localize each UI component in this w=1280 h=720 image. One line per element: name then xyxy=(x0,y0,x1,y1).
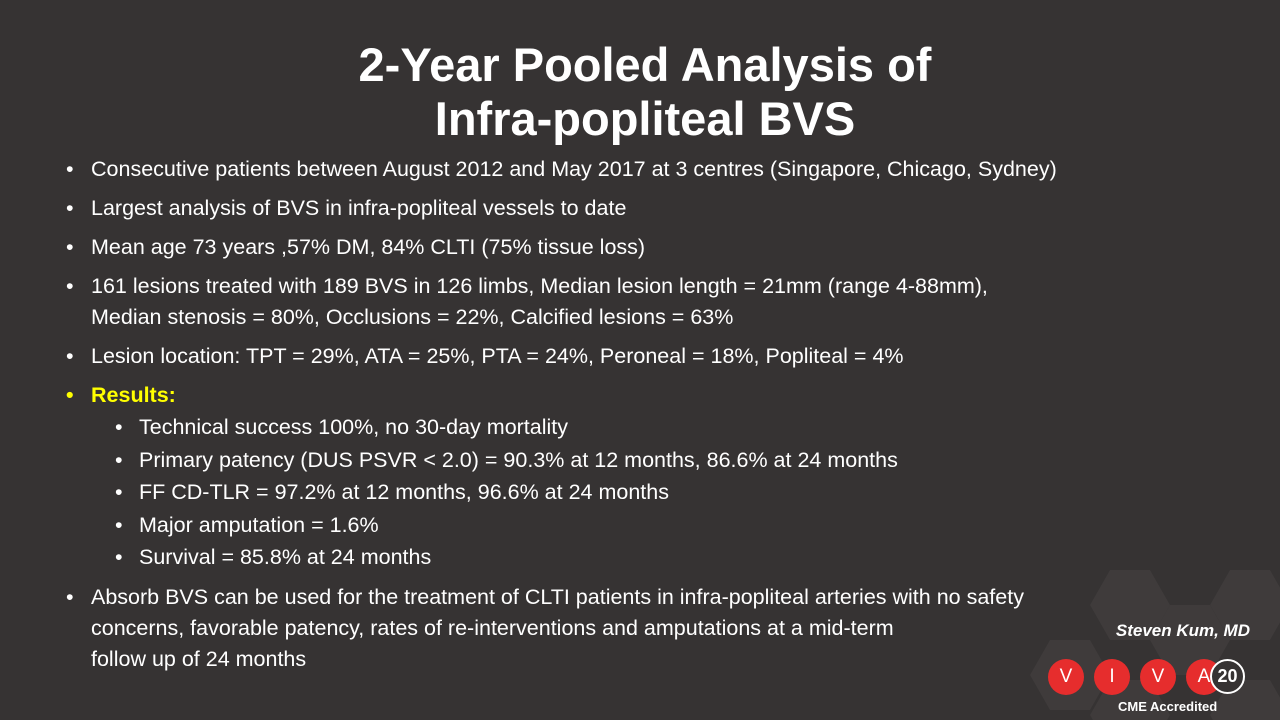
result-text: Survival = 85.8% at 24 months xyxy=(139,545,432,569)
bullet-dot: • xyxy=(115,447,123,472)
bullet-dot: • xyxy=(115,415,123,439)
bullet-dot: • xyxy=(115,545,123,569)
bullet-dot: • xyxy=(66,383,74,407)
results-label: Results: xyxy=(91,383,176,407)
conclusion-bullet: • Absorb BVS can be used for the treatme… xyxy=(64,582,1174,675)
bullet-text: Lesion location: TPT = 29%, ATA = 25%, P… xyxy=(91,344,904,368)
bullet-text: Median stenosis = 80%, Occlusions = 22%,… xyxy=(91,305,734,329)
result-text: Technical success 100%, no 30-day mortal… xyxy=(139,415,569,439)
result-item: • Major amputation = 1.6% xyxy=(64,509,1174,542)
bullet-list: • Consecutive patients between August 20… xyxy=(64,154,1174,683)
logo-letter: V xyxy=(1048,659,1084,695)
conclusion-text: Absorb BVS can be used for the treatment… xyxy=(91,584,1024,609)
logo-letter: V xyxy=(1140,659,1176,695)
bullet-dot: • xyxy=(66,196,74,220)
result-item: • Technical success 100%, no 30-day mort… xyxy=(64,411,1174,444)
result-item: • FF CD-TLR = 97.2% at 12 months, 96.6% … xyxy=(64,476,1174,509)
bullet-text: Largest analysis of BVS in infra-poplite… xyxy=(91,196,627,220)
bullet-text: 161 lesions treated with 189 BVS in 126 … xyxy=(91,274,988,298)
result-text: FF CD-TLR = 97.2% at 12 months, 96.6% at… xyxy=(139,480,669,504)
slide-title: 2-Year Pooled Analysis of Infra-poplitea… xyxy=(0,38,1280,146)
cme-accredited-label: CME Accredited xyxy=(1118,699,1218,714)
bullet-dot: • xyxy=(66,274,74,298)
results-heading: • Results: xyxy=(64,380,1174,411)
bullet-item: • Largest analysis of BVS in infra-popli… xyxy=(64,193,1174,224)
bullet-text: Consecutive patients between August 2012… xyxy=(91,157,1057,181)
result-item: • Primary patency (DUS PSVR < 2.0) = 90.… xyxy=(64,444,1174,477)
bullet-item: • Lesion location: TPT = 29%, ATA = 25%,… xyxy=(64,341,1174,372)
logo-number: 20 xyxy=(1210,659,1245,694)
bullet-dot: • xyxy=(66,344,74,368)
bullet-dot: • xyxy=(115,480,123,504)
title-line-2: Infra-popliteal BVS xyxy=(434,92,856,145)
bullet-dot: • xyxy=(66,584,74,609)
bullet-text: Mean age 73 years ,57% DM, 84% CLTI (75%… xyxy=(91,235,646,259)
bullet-item: • Mean age 73 years ,57% DM, 84% CLTI (7… xyxy=(64,232,1174,263)
result-item: • Survival = 85.8% at 24 months xyxy=(64,541,1174,574)
author-name: Steven Kum, MD xyxy=(1115,621,1250,640)
bullet-dot: • xyxy=(115,512,123,537)
bullet-item: • Consecutive patients between August 20… xyxy=(64,154,1174,185)
conclusion-text: follow up of 24 months xyxy=(91,646,307,671)
title-line-1: 2-Year Pooled Analysis of xyxy=(358,38,932,91)
conclusion-text: concerns, favorable patency, rates of re… xyxy=(91,615,894,640)
bullet-item: • 161 lesions treated with 189 BVS in 12… xyxy=(64,271,1174,333)
result-text: Primary patency (DUS PSVR < 2.0) = 90.3%… xyxy=(139,447,898,472)
result-text: Major amputation = 1.6% xyxy=(139,512,379,537)
logo-letter: I xyxy=(1094,659,1130,695)
results-list: • Technical success 100%, no 30-day mort… xyxy=(64,411,1174,574)
bullet-dot: • xyxy=(66,235,74,259)
bullet-dot: • xyxy=(66,157,74,181)
